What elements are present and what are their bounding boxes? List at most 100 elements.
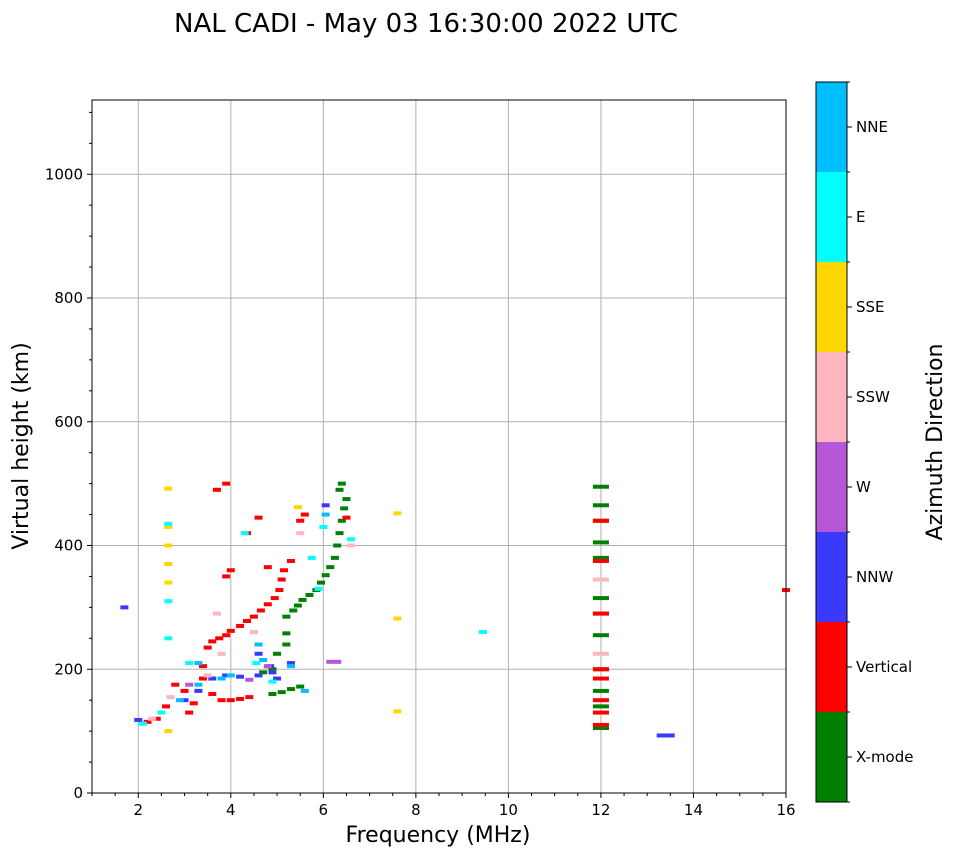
- data-point: [259, 670, 268, 675]
- data-point: [347, 543, 356, 548]
- data-point: [268, 692, 277, 696]
- data-point: [286, 661, 295, 666]
- data-point: [347, 537, 356, 542]
- x-tick-label: 4: [226, 801, 236, 819]
- data-point: [236, 623, 245, 628]
- data-point: [138, 721, 147, 726]
- data-point: [203, 673, 212, 678]
- data-point: [166, 695, 175, 700]
- data-point: [293, 505, 302, 510]
- data-point: [592, 503, 609, 508]
- data-point: [286, 687, 295, 692]
- data-point: [236, 674, 245, 679]
- data-point: [194, 688, 203, 693]
- data-point: [592, 611, 609, 616]
- data-point: [592, 704, 609, 709]
- data-point: [330, 555, 339, 560]
- data-point: [393, 709, 402, 714]
- y-tick-label: 600: [54, 413, 83, 431]
- data-point: [254, 651, 263, 656]
- data-point: [342, 497, 351, 502]
- data-point: [268, 667, 277, 672]
- data-point: [300, 688, 309, 693]
- y-axis-ticks: 0 200 400 600 800 1000: [45, 111, 92, 802]
- colorbar-tick-label: Vertical: [856, 658, 912, 676]
- data-point: [175, 698, 184, 703]
- data-point: [164, 562, 173, 567]
- colorbar-segment-nnw: [816, 532, 847, 622]
- data-point: [296, 684, 305, 689]
- data-point: [226, 673, 235, 678]
- data-point: [164, 599, 173, 604]
- data-point: [478, 630, 487, 635]
- colorbar-segment-vertical: [816, 622, 847, 712]
- data-point: [592, 710, 609, 715]
- colorbar-segment-sse: [816, 262, 847, 352]
- colorbar-label: Azimuth Direction: [923, 343, 948, 540]
- x-tick-label: 8: [411, 801, 421, 819]
- data-point: [263, 565, 272, 570]
- data-point: [333, 543, 342, 548]
- data-point: [222, 673, 231, 678]
- colorbar-tick-label: NNE: [856, 118, 888, 136]
- data-point: [337, 481, 346, 486]
- data-point: [259, 657, 268, 662]
- data-point: [282, 631, 291, 636]
- data-point: [321, 503, 330, 508]
- data-point: [393, 511, 402, 516]
- data-point: [300, 512, 309, 517]
- data-point: [185, 710, 194, 715]
- colorbar-segment-nne: [816, 82, 847, 172]
- data-point: [393, 616, 402, 621]
- series-nne: [175, 512, 330, 703]
- colorbar-tick-label: W: [856, 478, 871, 496]
- data-point: [293, 603, 302, 608]
- data-point: [307, 555, 316, 560]
- data-point: [222, 633, 231, 638]
- colorbar-segment-e: [816, 172, 847, 262]
- colorbar: X-mode Vertical NNW W SSW SSE E NNE: [815, 81, 913, 803]
- data-point: [335, 487, 344, 492]
- data-point: [212, 611, 221, 616]
- data-point: [326, 565, 335, 570]
- data-point: [592, 726, 609, 731]
- data-point: [592, 633, 609, 638]
- data-point: [286, 664, 295, 669]
- series-e: [138, 521, 487, 726]
- data-point: [263, 602, 272, 607]
- data-point: [298, 597, 307, 602]
- data-point: [592, 577, 609, 582]
- data-point: [254, 515, 263, 520]
- x-tick-label: 6: [319, 801, 329, 819]
- data-point: [199, 676, 208, 681]
- y-axis-label: Virtual height (km): [9, 342, 34, 549]
- data-point: [180, 688, 189, 693]
- data-point: [194, 661, 203, 666]
- series-ssw: [148, 531, 609, 721]
- colorbar-segment-x-mode: [816, 712, 847, 802]
- data-point: [282, 614, 291, 619]
- data-marks: [120, 481, 790, 738]
- x-tick-label: 16: [776, 801, 795, 819]
- data-point: [217, 676, 226, 681]
- series-nnw: [120, 503, 675, 738]
- data-point: [217, 651, 226, 656]
- data-point: [252, 661, 261, 666]
- colorbar-tick-label: SSW: [856, 388, 890, 406]
- data-point: [592, 518, 609, 523]
- data-point: [273, 676, 282, 681]
- data-point: [592, 698, 609, 703]
- x-tick-label: 14: [684, 801, 703, 819]
- data-point: [208, 692, 217, 696]
- data-point: [592, 540, 609, 545]
- data-point: [249, 614, 258, 619]
- data-point: [189, 701, 198, 706]
- data-point: [148, 716, 157, 721]
- data-point: [317, 580, 326, 585]
- data-point: [245, 695, 254, 700]
- x-tick-label: 2: [133, 801, 143, 819]
- data-point: [249, 630, 258, 635]
- x-tick-label: 10: [499, 801, 518, 819]
- data-point: [164, 543, 173, 548]
- data-point: [171, 682, 180, 687]
